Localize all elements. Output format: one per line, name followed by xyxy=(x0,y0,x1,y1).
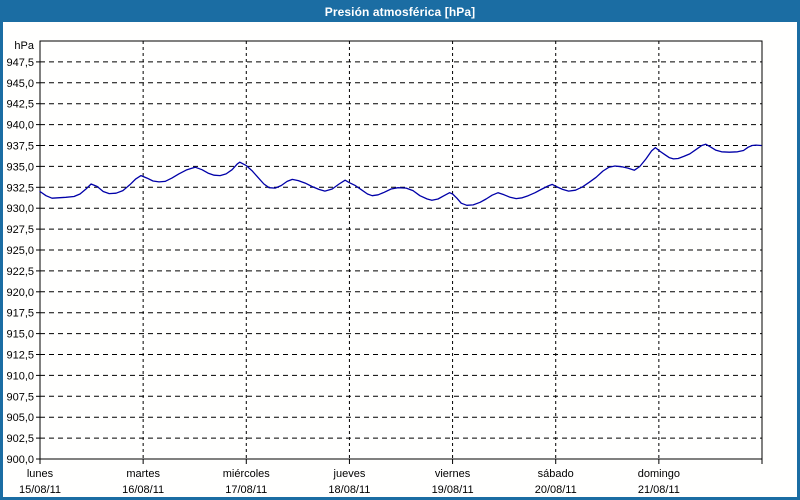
day-label: domingo 21/08/11 xyxy=(638,468,680,496)
day-name: sábado xyxy=(538,468,574,480)
svg-text:932,5: 932,5 xyxy=(6,182,34,194)
svg-text:937,5: 937,5 xyxy=(6,141,34,153)
svg-text:947,5: 947,5 xyxy=(6,57,34,69)
svg-text:910,0: 910,0 xyxy=(6,370,34,382)
horizontal-gridlines xyxy=(40,61,762,439)
svg-text:927,5: 927,5 xyxy=(6,224,34,236)
plot-border xyxy=(39,40,763,460)
chart-area: 947,5 945,0 942,5 940,0 937,5 935,0 932,5 930,0… xyxy=(3,3,797,497)
day-label: viernes 19/08/11 xyxy=(432,468,474,496)
day-label: miércoles 17/08/11 xyxy=(223,468,271,496)
y-axis-unit-label: hPa xyxy=(14,40,34,52)
day-date: 16/08/11 xyxy=(122,484,164,496)
svg-text:907,5: 907,5 xyxy=(6,391,34,403)
day-label: jueves 18/08/11 xyxy=(328,468,370,496)
day-label: martes 16/08/11 xyxy=(122,468,164,496)
day-label: sábado 20/08/11 xyxy=(535,468,577,496)
svg-text:945,0: 945,0 xyxy=(6,78,34,90)
day-name: jueves xyxy=(333,468,366,480)
day-name: miércoles xyxy=(223,468,271,480)
svg-text:935,0: 935,0 xyxy=(6,161,34,173)
day-name: lunes xyxy=(27,468,54,480)
pressure-line xyxy=(39,143,762,206)
day-name: domingo xyxy=(638,468,680,480)
day-date: 19/08/11 xyxy=(432,484,474,496)
svg-text:922,5: 922,5 xyxy=(6,266,34,278)
day-name: viernes xyxy=(435,468,471,480)
day-name: martes xyxy=(126,468,160,480)
svg-text:920,0: 920,0 xyxy=(6,287,34,299)
pressure-chart-svg: 947,5 945,0 942,5 940,0 937,5 935,0 932,5 930,0… xyxy=(6,40,763,496)
title-bar: Presión atmosférica [hPa] xyxy=(3,3,797,22)
svg-text:917,5: 917,5 xyxy=(6,308,34,320)
svg-text:940,0: 940,0 xyxy=(6,120,34,132)
svg-text:905,0: 905,0 xyxy=(6,412,34,424)
day-date: 21/08/11 xyxy=(638,484,680,496)
svg-text:915,0: 915,0 xyxy=(6,329,34,341)
x-axis-labels: lunes 15/08/11 martes 16/08/11 miércoles 17/0… xyxy=(19,468,680,496)
svg-text:912,5: 912,5 xyxy=(6,350,34,362)
svg-text:902,5: 902,5 xyxy=(6,433,34,445)
day-label: lunes 15/08/11 xyxy=(19,468,61,496)
axis-ticks xyxy=(36,61,763,464)
day-date: 15/08/11 xyxy=(19,484,61,496)
chart-title: Presión atmosférica [hPa] xyxy=(324,5,476,19)
vertical-gridlines xyxy=(142,41,660,459)
svg-text:925,0: 925,0 xyxy=(6,245,34,257)
day-date: 17/08/11 xyxy=(225,484,267,496)
day-date: 20/08/11 xyxy=(535,484,577,496)
svg-text:930,0: 930,0 xyxy=(6,203,34,215)
svg-text:900,0: 900,0 xyxy=(6,454,34,466)
day-date: 18/08/11 xyxy=(328,484,370,496)
svg-text:942,5: 942,5 xyxy=(6,99,34,111)
y-axis-labels: 947,5 945,0 942,5 940,0 937,5 935,0 932,5 930,0… xyxy=(6,40,34,466)
